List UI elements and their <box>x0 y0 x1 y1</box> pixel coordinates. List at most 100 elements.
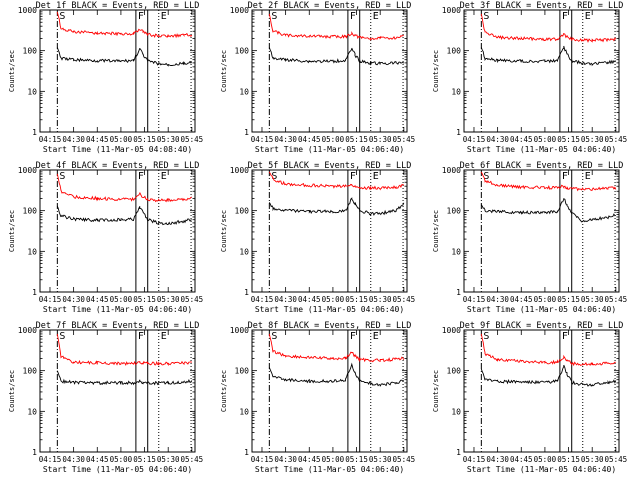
series-lld-line <box>268 333 405 363</box>
time-marker-label: F <box>562 11 568 22</box>
y-tick-label: 1000 <box>230 166 249 175</box>
y-axis-label: Counts/sec <box>432 210 440 252</box>
time-marker-label: S <box>483 331 489 342</box>
panel-det-1f: Det 1f BLACK = Events, RED = LLD 1 10 100 10… <box>8 1 203 154</box>
time-marker-label: S <box>271 171 277 182</box>
y-tick-label: 1 <box>32 128 37 137</box>
x-tick-label: 05:30 <box>581 455 604 464</box>
x-tick-label: 05:00 <box>322 135 345 144</box>
x-tick-label: 05:45 <box>605 135 628 144</box>
x-tick-label: 05:45 <box>181 135 204 144</box>
panel-det-3f: Det 3f BLACK = Events, RED = LLD 1 10 100 10… <box>432 1 627 154</box>
x-tick-label: 04:45 <box>86 135 109 144</box>
x-tick-label: 05:15 <box>345 135 368 144</box>
y-tick-label: 1000 <box>442 6 461 15</box>
x-tick-label: 05:45 <box>393 295 416 304</box>
x-tick-label: 05:00 <box>110 295 133 304</box>
x-tick-label: 05:30 <box>369 455 392 464</box>
x-tick-label: 04:15 <box>463 135 486 144</box>
x-tick-label: 05:15 <box>557 455 580 464</box>
series-events-line <box>268 362 405 387</box>
time-marker-label: E <box>161 171 167 182</box>
x-tick-label: 04:30 <box>486 135 509 144</box>
y-tick-label: 100 <box>235 207 250 216</box>
x-tick-label: 05:45 <box>605 455 628 464</box>
time-marker-label: E <box>373 331 379 342</box>
x-tick-label: 05:45 <box>181 295 204 304</box>
time-marker-label: F <box>350 171 356 182</box>
x-tick-label: 04:30 <box>274 135 297 144</box>
series-events-line <box>56 205 192 226</box>
time-marker-label: F <box>562 331 568 342</box>
x-tick-label: 05:00 <box>534 135 557 144</box>
x-tick-label: 05:15 <box>345 455 368 464</box>
plot-frame <box>251 329 408 453</box>
time-marker-label: E <box>161 11 167 22</box>
time-marker-label: E <box>373 11 379 22</box>
x-tick-label: 05:15 <box>133 135 156 144</box>
panel-det-4f: Det 4f BLACK = Events, RED = LLD 1 10 100 10… <box>8 161 203 314</box>
panel-title: Det 2f BLACK = Events, RED = LLD <box>248 1 412 11</box>
y-tick-label: 1 <box>244 288 249 297</box>
plot-frame <box>39 329 196 453</box>
time-marker-label: S <box>483 11 489 22</box>
plot-frame <box>251 9 408 133</box>
y-tick-label: 1000 <box>442 166 461 175</box>
x-tick-label: 04:30 <box>62 295 85 304</box>
x-tick-label: 05:15 <box>557 295 580 304</box>
plot-frame <box>39 169 196 293</box>
y-tick-label: 100 <box>447 367 462 376</box>
time-marker-label: E <box>161 331 167 342</box>
y-axis-label: Counts/sec <box>8 50 16 92</box>
x-axis-label: Start Time (11-Mar-05 04:08:40) <box>43 145 192 154</box>
x-tick-label: 05:45 <box>605 295 628 304</box>
y-tick-label: 100 <box>235 47 250 56</box>
y-tick-label: 100 <box>447 47 462 56</box>
plot-frame <box>463 329 620 453</box>
y-tick-label: 1000 <box>230 6 249 15</box>
x-tick-label: 04:30 <box>62 455 85 464</box>
series-lld-line <box>268 13 404 41</box>
time-marker-label: S <box>59 171 65 182</box>
time-marker-label: S <box>271 331 277 342</box>
x-tick-label: 04:45 <box>86 295 109 304</box>
panel-det-6f: Det 6f BLACK = Events, RED = LLD 1 10 100 10… <box>432 161 627 314</box>
series-events-line <box>56 47 193 67</box>
panel-det-9f: Det 9f BLACK = Events, RED = LLD 1 10 100 10… <box>432 321 627 474</box>
series-events-line <box>480 197 616 223</box>
x-tick-label: 05:00 <box>322 295 345 304</box>
y-tick-label: 10 <box>451 247 461 256</box>
x-tick-label: 05:00 <box>110 135 133 144</box>
x-tick-label: 04:45 <box>86 455 109 464</box>
x-tick-label: 04:45 <box>298 135 321 144</box>
time-marker-label: S <box>59 331 65 342</box>
series-events-line <box>268 197 405 217</box>
x-tick-label: 05:15 <box>557 135 580 144</box>
panel-title: Det 5f BLACK = Events, RED = LLD <box>248 161 412 171</box>
series-lld-line <box>268 171 405 191</box>
x-tick-label: 04:45 <box>510 295 533 304</box>
y-tick-label: 10 <box>239 407 249 416</box>
time-marker-label: F <box>138 331 144 342</box>
time-marker-label: E <box>373 171 379 182</box>
y-tick-label: 1000 <box>18 326 37 335</box>
time-marker-label: S <box>271 11 277 22</box>
y-tick-label: 100 <box>235 367 250 376</box>
y-tick-label: 100 <box>23 47 38 56</box>
y-axis-label: Counts/sec <box>220 370 228 412</box>
x-tick-label: 05:30 <box>581 135 604 144</box>
x-tick-label: 04:15 <box>39 455 62 464</box>
x-tick-label: 05:45 <box>393 135 416 144</box>
plot-frame <box>463 9 620 133</box>
series-lld-line <box>480 333 616 367</box>
x-tick-label: 04:15 <box>463 455 486 464</box>
y-tick-label: 10 <box>27 247 37 256</box>
time-marker-label: S <box>59 11 65 22</box>
y-tick-label: 1 <box>456 288 461 297</box>
y-tick-label: 10 <box>27 87 37 96</box>
x-tick-label: 04:30 <box>486 295 509 304</box>
x-tick-label: 04:45 <box>510 135 533 144</box>
panel-title: Det 6f BLACK = Events, RED = LLD <box>460 161 624 171</box>
x-tick-label: 04:45 <box>510 455 533 464</box>
x-tick-label: 04:15 <box>39 135 62 144</box>
